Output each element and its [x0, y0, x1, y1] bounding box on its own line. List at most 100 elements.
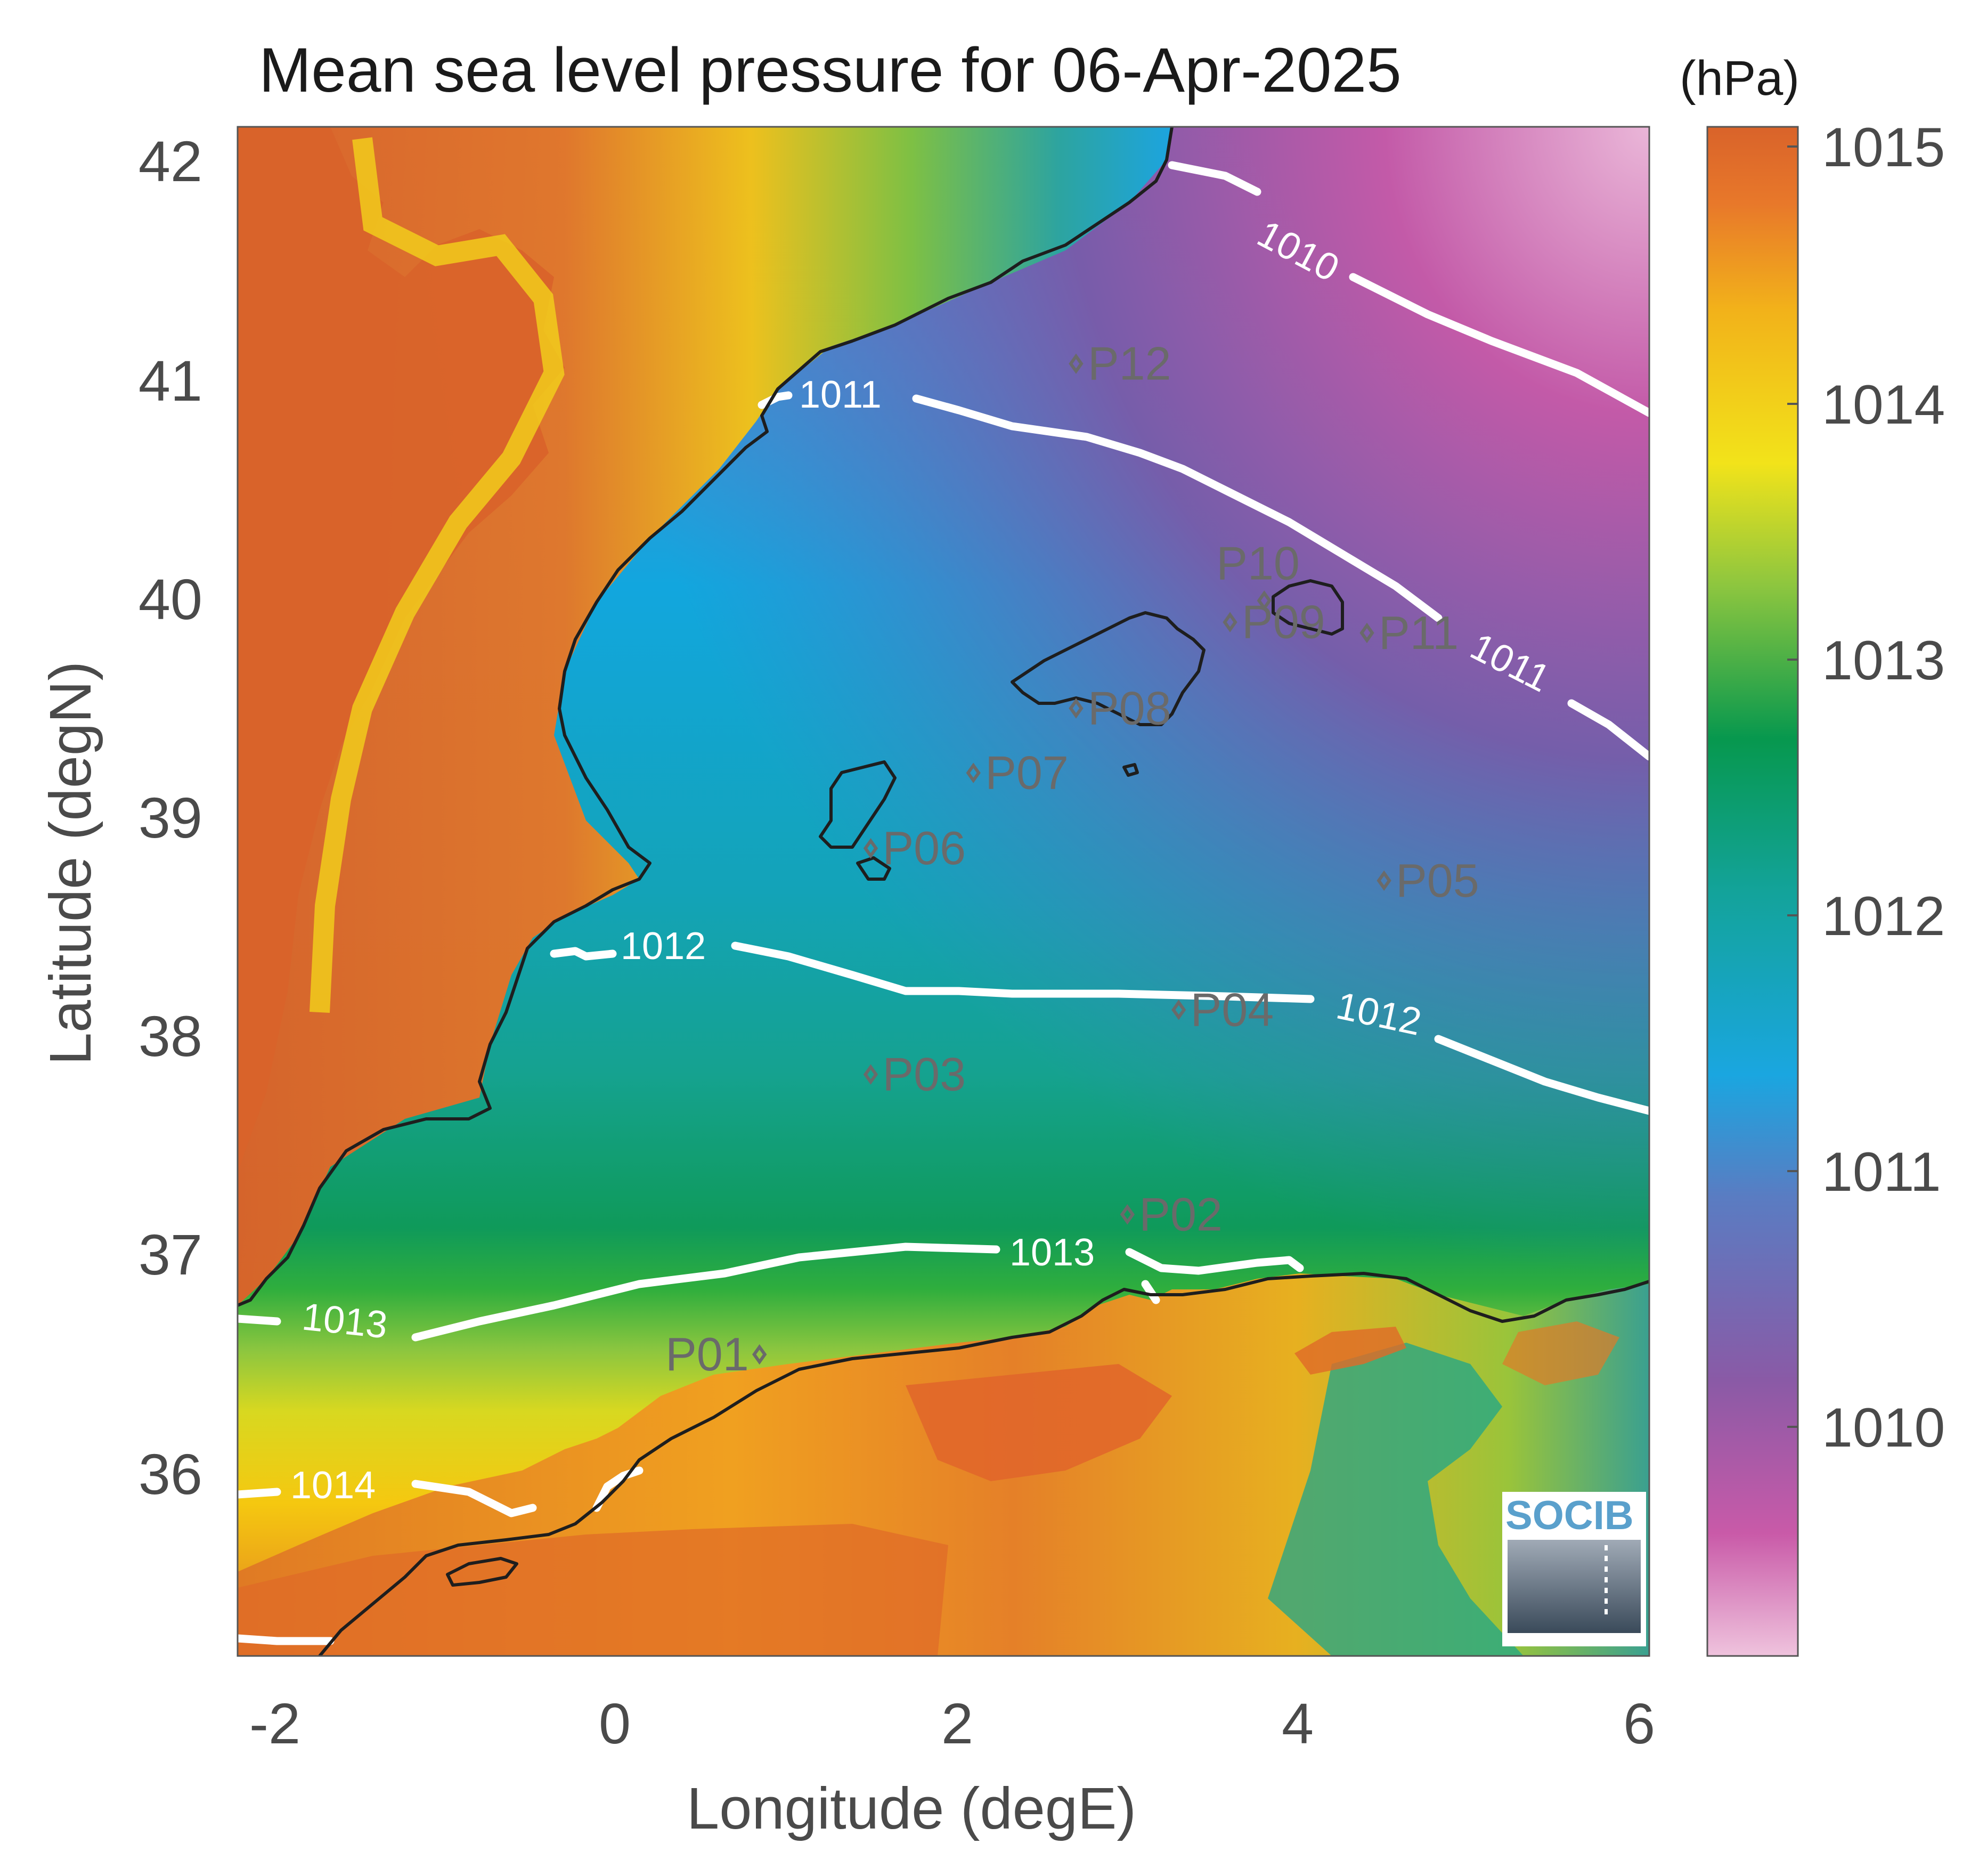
colorbar-unit: (hPa): [1680, 51, 1799, 105]
contour-label-1013-west: 1013: [300, 1295, 389, 1346]
contour-1014-b: [411, 1480, 537, 1517]
x-tick-label: -2: [249, 1691, 300, 1756]
contour-label-1014: 1014: [290, 1464, 376, 1507]
station-label: P11: [1379, 606, 1459, 659]
station-marker: [1223, 612, 1237, 632]
contour-label-1012-west: 1012: [621, 925, 706, 968]
station-p07: P07: [966, 746, 1069, 799]
station-marker: [1257, 590, 1272, 611]
x-tick-label: 4: [1282, 1691, 1314, 1756]
colorbar-tick-label: 1011: [1822, 1141, 1941, 1203]
contour-1011: [758, 391, 793, 409]
station-p08: P08: [1069, 681, 1171, 734]
plot-title: Mean sea level pressure for 06-Apr-2025: [259, 35, 1402, 105]
island-cabrera: [1122, 763, 1139, 777]
x-tick-label: 6: [1623, 1691, 1655, 1756]
contour-1012-c: [1434, 1035, 1649, 1115]
land-africa-east-orange: [1294, 1327, 1406, 1375]
y-tick-label: 39: [139, 785, 202, 850]
station-p05: P05: [1377, 854, 1479, 907]
station-label: P02: [1139, 1188, 1223, 1240]
station-marker: [1171, 1000, 1186, 1020]
contour-1011-b: [912, 394, 1443, 622]
contour-1013: [238, 1314, 281, 1326]
island-alboran-coast: [446, 1557, 518, 1587]
island-mallorca: [1011, 611, 1206, 726]
station-p01: P01: [665, 1328, 767, 1380]
x-tick-label: 0: [599, 1691, 631, 1756]
station-marker: [863, 838, 878, 859]
land-interior-high: [238, 127, 565, 1172]
station-p12: P12: [1069, 337, 1171, 390]
island-formentera: [856, 856, 891, 881]
station-label: P09: [1242, 596, 1325, 648]
colorbar-tick-label: 1013: [1822, 630, 1945, 692]
station-marker: [966, 762, 981, 783]
plot-frame: [237, 126, 1650, 1657]
station-label: P08: [1088, 681, 1171, 734]
x-axis: -2 0 2 4 6 Longitude (degE): [249, 1691, 1655, 1841]
island-ibiza: [819, 760, 897, 849]
station-label: P05: [1396, 854, 1479, 907]
contour-1013-d: [1141, 1280, 1160, 1304]
contour-label-1013-mid: 1013: [1009, 1231, 1095, 1274]
socib-logo-text: SOCIB: [1505, 1493, 1634, 1538]
land-africa-ridges-2: [238, 1524, 948, 1656]
station-p10: P10: [1216, 537, 1300, 611]
island-menorca: [1272, 579, 1344, 636]
y-axis-label: Latitude (degN): [38, 661, 103, 1065]
y-tick-label: 41: [139, 348, 202, 413]
station-marker: [1377, 870, 1391, 891]
coastline-iberia: [238, 127, 1174, 1307]
colorbar-tick-label: 1012: [1822, 886, 1945, 947]
contour-1013-c: [1125, 1248, 1304, 1275]
map-plot-area: 1010 1011 1011 1012 1012 1013 1013 1014 …: [238, 127, 1649, 1656]
station-marker: [1359, 622, 1374, 644]
contour-1011-c: [1567, 699, 1649, 761]
land-africa-east-orange-2: [1502, 1321, 1619, 1385]
land-interior-yellow-band: [310, 137, 565, 1013]
station-label: P03: [882, 1048, 966, 1101]
station-p09: P09: [1223, 596, 1325, 648]
socib-logo: SOCIB: [1502, 1492, 1646, 1646]
contour-1014-d: [238, 1634, 335, 1645]
station-label: P12: [1088, 337, 1171, 390]
coastline-africa: [318, 1272, 1649, 1656]
land-africa-ridges: [906, 1364, 1172, 1481]
colorbar-tick-label: 1015: [1822, 117, 1945, 178]
station-marker: [752, 1344, 767, 1365]
x-axis-label: Longitude (degE): [687, 1776, 1136, 1841]
station-p02: P02: [1120, 1188, 1223, 1240]
contour-1010-b: [1349, 273, 1649, 417]
station-label: P10: [1216, 537, 1300, 589]
colorbar-tick-label: 1010: [1822, 1397, 1945, 1459]
contour-1012: [550, 947, 617, 961]
stations-layer: P01 P02 P03 P04 P05 P06 P07 P08 P09 P10 P11 P12: [665, 337, 1479, 1380]
y-tick-label: 37: [139, 1222, 202, 1287]
land-africa-east-green: [1268, 1343, 1524, 1656]
y-tick-label: 38: [139, 1004, 202, 1068]
station-p06: P06: [863, 822, 966, 874]
x-tick-label: 2: [941, 1691, 973, 1756]
station-p03: P03: [863, 1048, 966, 1101]
y-axis: 42 41 40 39 38 37 36 Latitude (degN): [38, 129, 202, 1506]
station-p11: P11: [1359, 606, 1459, 659]
contour-label-1011-west: 1011: [799, 373, 882, 416]
contour-1010: [1168, 161, 1261, 196]
station-label: P06: [882, 822, 966, 874]
y-tick-label: 42: [139, 129, 202, 193]
station-marker: [1069, 698, 1084, 719]
station-p04: P04: [1171, 983, 1274, 1036]
station-marker: [863, 1064, 878, 1085]
station-marker: [1120, 1204, 1135, 1225]
station-marker: [1069, 353, 1084, 374]
colorbar-tick-label: 1014: [1822, 374, 1945, 436]
contour-1012-b: [731, 941, 1315, 1003]
colorbar: (hPa) 1015 1014 1013 1012 1011 1010: [1680, 51, 1945, 1657]
station-label: P01: [665, 1328, 749, 1380]
contour-1014: [238, 1488, 281, 1499]
station-label: P04: [1191, 983, 1274, 1036]
colorbar-ramp: [1706, 126, 1799, 1657]
contour-1013-b: [411, 1242, 1000, 1342]
